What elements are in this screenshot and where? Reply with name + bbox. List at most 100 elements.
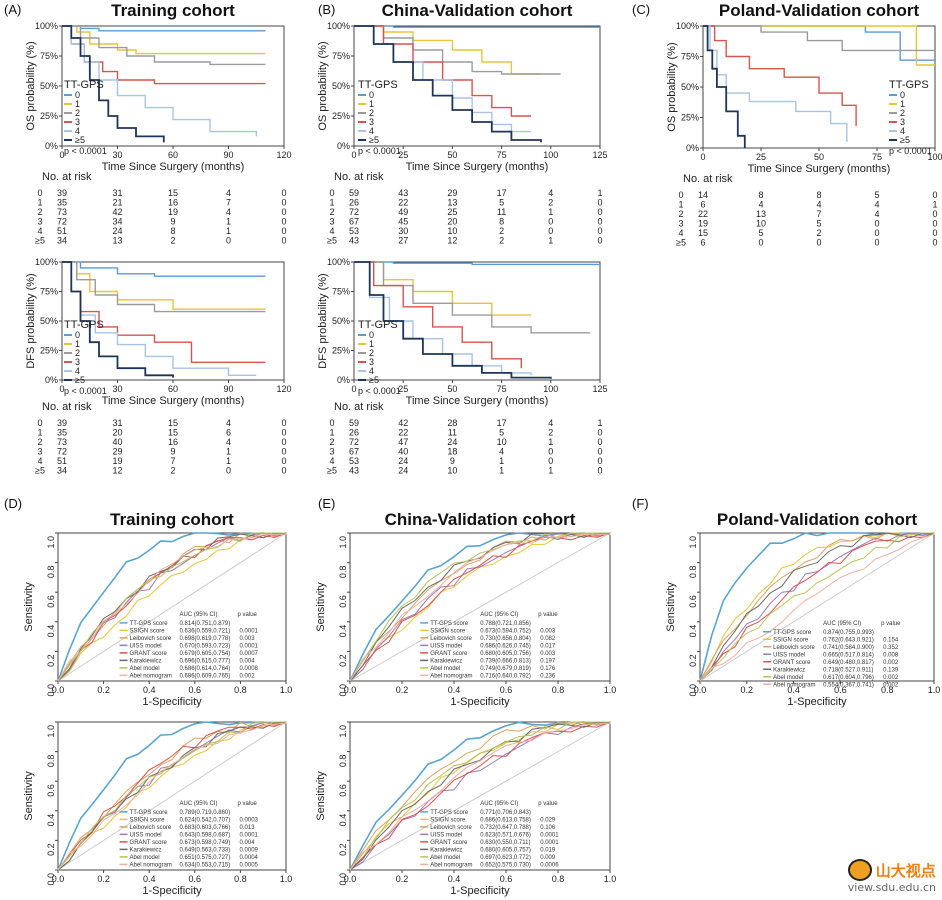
legend-item-2: 2 <box>75 108 80 118</box>
pvalue-header: p value <box>881 621 901 627</box>
risk-value: 10 <box>756 219 766 229</box>
risk-value: 0 <box>597 198 602 208</box>
legend-item-1: 1 <box>75 99 80 109</box>
km-curve-5 <box>62 25 165 143</box>
roc-x-tick-label: 0.0 <box>694 685 707 695</box>
roc-x-tick-label: 1.0 <box>280 685 293 695</box>
risk-value: 4 <box>226 437 231 447</box>
km-title: Poland-Validation cohort <box>719 1 920 20</box>
risk-value: 15 <box>168 188 178 198</box>
roc-y-tick-label: 1.0 <box>338 536 348 549</box>
y-tick-label: 50% <box>332 81 350 91</box>
roc-curve-6 <box>57 532 286 682</box>
auc-value: 0.649(0.480,0.817) <box>823 660 874 666</box>
auc-pvalue: 0.029 <box>540 817 556 823</box>
roc-y-label: Sensitivity <box>23 771 35 821</box>
roc-curve-7 <box>699 533 935 682</box>
legend-item-3: 3 <box>900 117 905 127</box>
auc-value: 0.683(0.603,0.766) <box>180 825 231 831</box>
auc-value: 0.789(0.719,0.860) <box>180 810 231 816</box>
roc-axes-box <box>699 532 935 682</box>
auc-model-name: TT-GPS score <box>430 621 469 627</box>
risk-value: 67 <box>349 447 359 457</box>
km-curve-1 <box>703 25 935 66</box>
y-axis-label: OS probability (%) <box>317 41 329 130</box>
risk-value: 20 <box>447 217 457 227</box>
risk-value: 26 <box>349 428 359 438</box>
auc-value: 0.679(0.605,0.754) <box>180 651 231 657</box>
auc-value: 0.680(0.605,0.757) <box>480 847 531 853</box>
risk-row-label: 1 <box>37 198 42 208</box>
auc-model-name: UISS model <box>773 652 805 658</box>
auc-pvalue: 0.013 <box>240 825 256 831</box>
y-tick-label: 25% <box>332 111 350 121</box>
risk-value: 10 <box>447 226 457 236</box>
km-curve-5 <box>354 25 542 143</box>
km-curve-0 <box>62 261 266 277</box>
risk-value: 2 <box>499 236 504 246</box>
roc-y-tick-label: 0.8 <box>338 566 348 579</box>
risk-value: 24 <box>398 466 408 476</box>
risk-value: 0 <box>816 238 821 248</box>
km-curve-2 <box>62 25 266 66</box>
risk-value: 72 <box>57 217 67 227</box>
auc-value: 0.665(0.517,0.814) <box>823 652 874 658</box>
km-curve-2 <box>703 25 935 52</box>
roc-curve-3 <box>57 532 287 682</box>
risk-value: 0 <box>281 198 286 208</box>
y-tick-label: 25% <box>40 111 58 121</box>
risk-row-label: 4 <box>329 456 334 466</box>
risk-row-label: 0 <box>678 190 683 200</box>
roc-x-tick-label: 0.4 <box>448 874 461 884</box>
risk-value: 17 <box>497 188 507 198</box>
risk-value: 29 <box>447 188 457 198</box>
auc-pvalue: 0.0001 <box>240 832 259 838</box>
roc-y-label: Sensitivity <box>315 582 327 632</box>
y-tick-label: 0% <box>686 143 699 153</box>
risk-value: 12 <box>112 466 122 476</box>
roc-y-tick-label: 0.8 <box>46 755 56 768</box>
legend-item-0: 0 <box>75 90 80 100</box>
auc-pvalue: 0.003 <box>540 628 556 634</box>
risk-value: 1 <box>548 466 553 476</box>
auc-model-name: SSIGN score <box>430 628 466 634</box>
risk-row-label: 3 <box>329 447 334 457</box>
risk-value: 0 <box>548 456 553 466</box>
legend-item-3: 3 <box>75 117 80 127</box>
risk-value: 0 <box>597 226 602 236</box>
roc-y-tick-label: 0.0 <box>688 684 698 697</box>
risk-value: 0 <box>597 447 602 457</box>
roc-x-tick-label: 0.6 <box>500 874 513 884</box>
risk-value: 15 <box>168 428 178 438</box>
roc-y-tick-label: 1.0 <box>688 536 698 549</box>
watermark-url: view.sdu.edu.cn <box>847 881 936 894</box>
legend-item-0: 0 <box>369 90 374 100</box>
pvalue-header: p value <box>538 801 558 807</box>
risk-value: 22 <box>398 198 408 208</box>
watermark-logo-icon <box>847 859 872 881</box>
risk-row-label: 1 <box>329 198 334 208</box>
auc-pvalue: 0.352 <box>883 645 899 651</box>
roc-x-tick-label: 0.6 <box>189 685 202 695</box>
auc-value: 0.623(0.571,0.676) <box>480 832 531 838</box>
panel-label-5: (F) <box>632 496 649 511</box>
legend-item-4: 4 <box>75 366 80 376</box>
risk-value: 4 <box>548 188 553 198</box>
legend-item-2: 2 <box>900 108 905 118</box>
auc-model-name: Leibovich score <box>430 636 472 642</box>
risk-value: 0 <box>281 236 286 246</box>
auc-model-name: Abel nomogram <box>773 682 815 688</box>
risk-value: 0 <box>548 447 553 457</box>
roc-x-tick-label: 0.4 <box>143 874 156 884</box>
roc-y-tick-label: 1.0 <box>46 725 56 738</box>
risk-row-label: 1 <box>329 428 334 438</box>
auc-value: 0.686(0.609,0.765) <box>180 673 231 679</box>
km-curve-5 <box>62 261 174 378</box>
roc-curve-4 <box>57 721 287 871</box>
x-tick-label: 0 <box>59 150 64 160</box>
km-curve-4 <box>354 261 532 376</box>
risk-value: 0 <box>932 190 937 200</box>
x-tick-label: 50 <box>447 150 457 160</box>
risk-row-label: 1 <box>37 428 42 438</box>
p-value: p < 0.0001 <box>64 386 107 396</box>
